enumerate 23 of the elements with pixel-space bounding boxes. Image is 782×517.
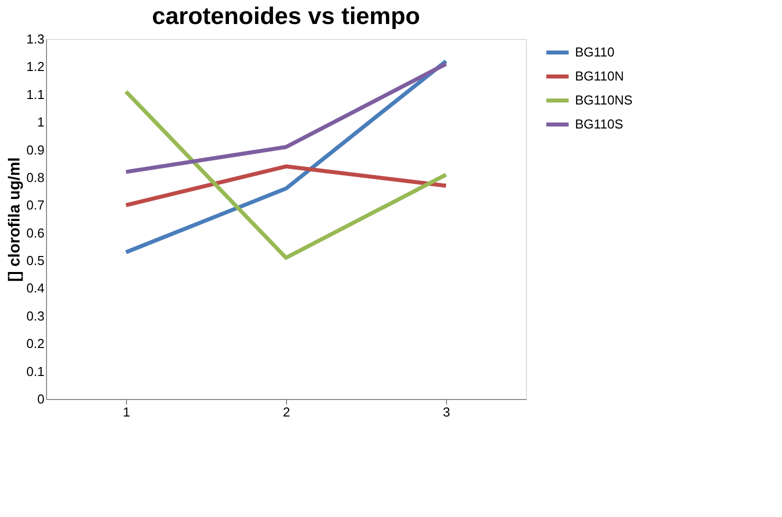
x-tick-label: 3 xyxy=(442,404,450,420)
legend-label: BG110 xyxy=(575,44,615,60)
y-tick-label: 0.8 xyxy=(26,170,44,185)
y-tick-label: 0.3 xyxy=(26,308,44,324)
y-tick-label: 0.5 xyxy=(26,253,44,268)
y-tick-label: 0.2 xyxy=(26,336,44,352)
y-tick-label: 0.1 xyxy=(26,364,44,379)
legend-label: BG110S xyxy=(575,116,624,132)
y-tick-label: 0.4 xyxy=(26,280,44,296)
y-tick-label: 0.9 xyxy=(26,142,44,158)
y-tick-label: 0.7 xyxy=(26,198,44,213)
y-tick-label: 0 xyxy=(37,392,44,406)
legend-label: BG110N xyxy=(575,68,624,84)
chart-title: carotenoides vs tiempo xyxy=(152,3,420,30)
y-tick-label: 1.3 xyxy=(26,32,44,46)
y-tick-label: 1.1 xyxy=(26,86,44,102)
x-tick-label: 1 xyxy=(122,404,130,420)
y-axis-title: [] clorofila ug/ml xyxy=(6,157,24,282)
y-tick-label: 1 xyxy=(37,114,44,130)
legend-label: BG110NS xyxy=(575,92,633,108)
y-tick-label: 1.2 xyxy=(26,59,44,74)
x-tick-label: 2 xyxy=(282,404,290,420)
y-tick-label: 0.6 xyxy=(26,225,44,240)
